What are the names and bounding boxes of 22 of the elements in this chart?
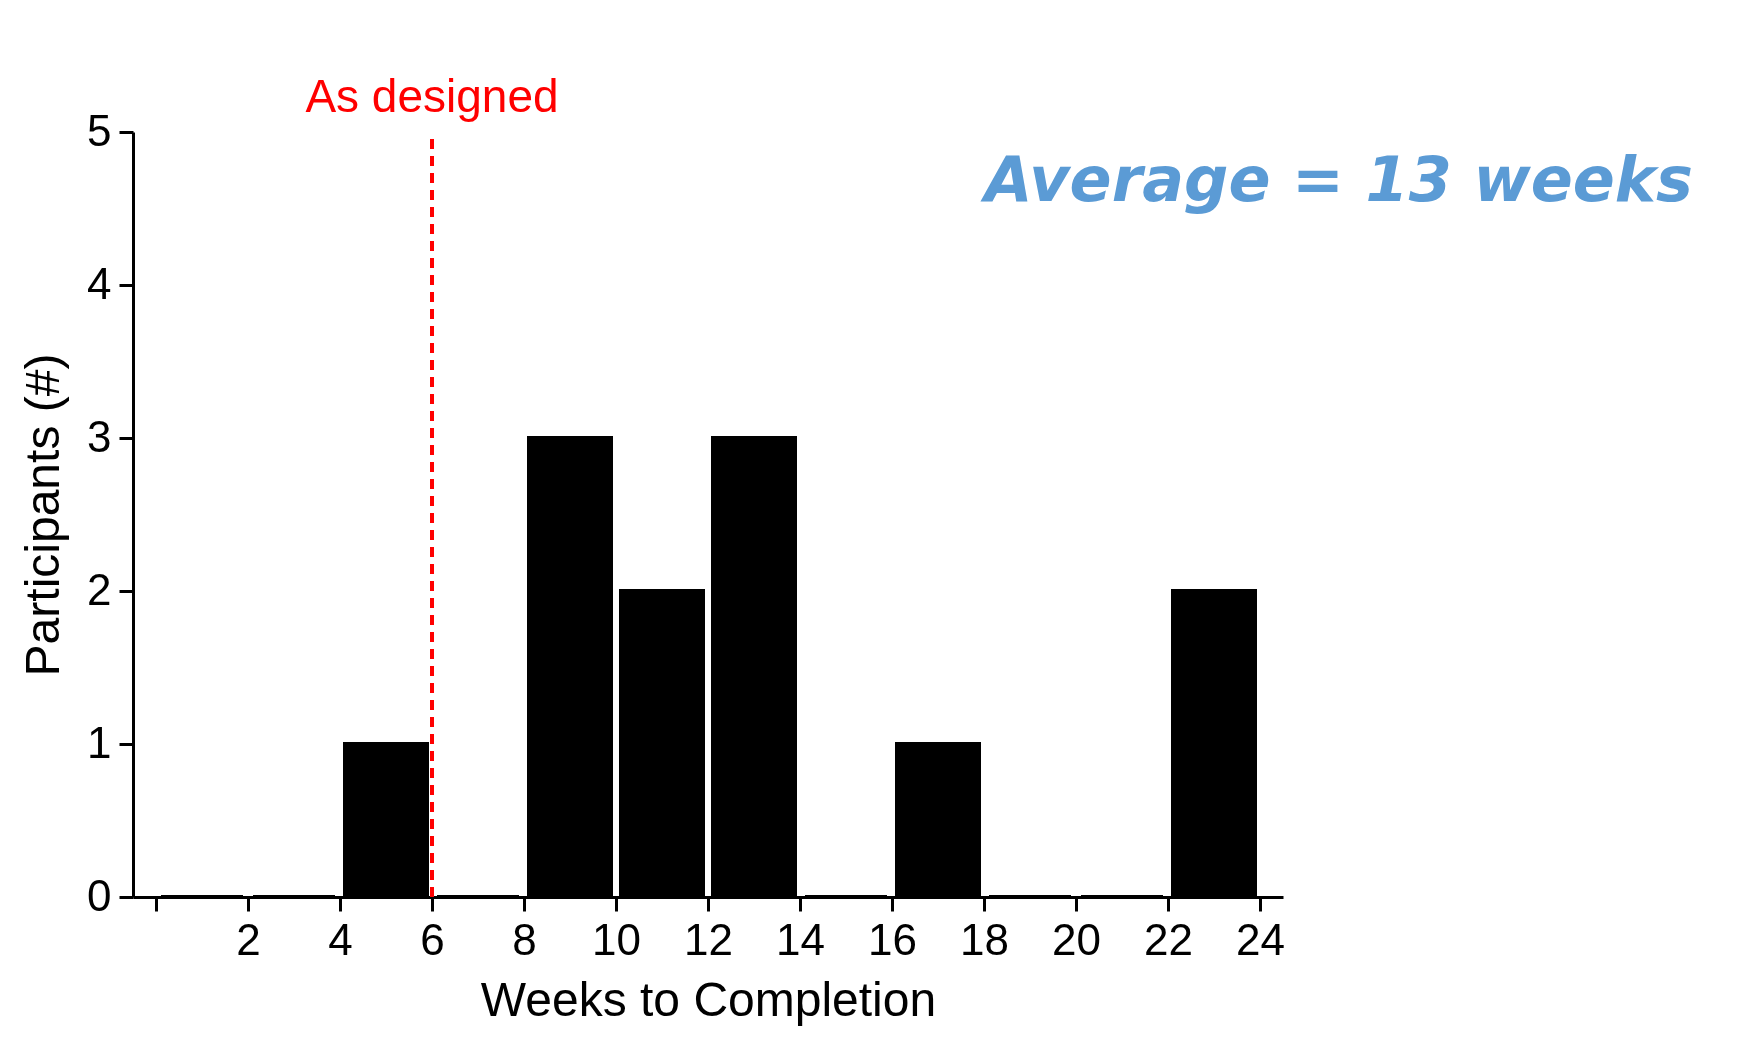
y-tick-label: 3 xyxy=(87,411,112,461)
x-tick-label: 12 xyxy=(684,914,733,964)
y-tick-label: 0 xyxy=(87,870,112,920)
x-tick-label: 24 xyxy=(1236,914,1285,964)
x-tick-label: 6 xyxy=(420,914,445,964)
y-axis-title: Participants (#) xyxy=(16,353,70,677)
x-tick-label: 2 xyxy=(236,914,261,964)
x-tick-label: 4 xyxy=(328,914,353,964)
x-tick-label: 16 xyxy=(868,914,917,964)
x-tick-label: 18 xyxy=(960,914,1009,964)
y-tick-label: 5 xyxy=(87,105,112,155)
x-tick-label: 20 xyxy=(1052,914,1101,964)
x-tick-label: 14 xyxy=(776,914,825,964)
y-tick-label: 4 xyxy=(87,258,112,308)
x-tick-label: 8 xyxy=(512,914,537,964)
x-tick-label: 22 xyxy=(1144,914,1193,964)
annotation: Average = 13 weeks xyxy=(979,143,1693,216)
x-tick-label: 10 xyxy=(592,914,641,964)
x-axis-title: Weeks to Completion xyxy=(480,972,937,1026)
y-tick-label: 2 xyxy=(87,564,112,614)
y-tick-label: 1 xyxy=(87,717,112,767)
ref-line-label: As designed xyxy=(305,70,559,122)
